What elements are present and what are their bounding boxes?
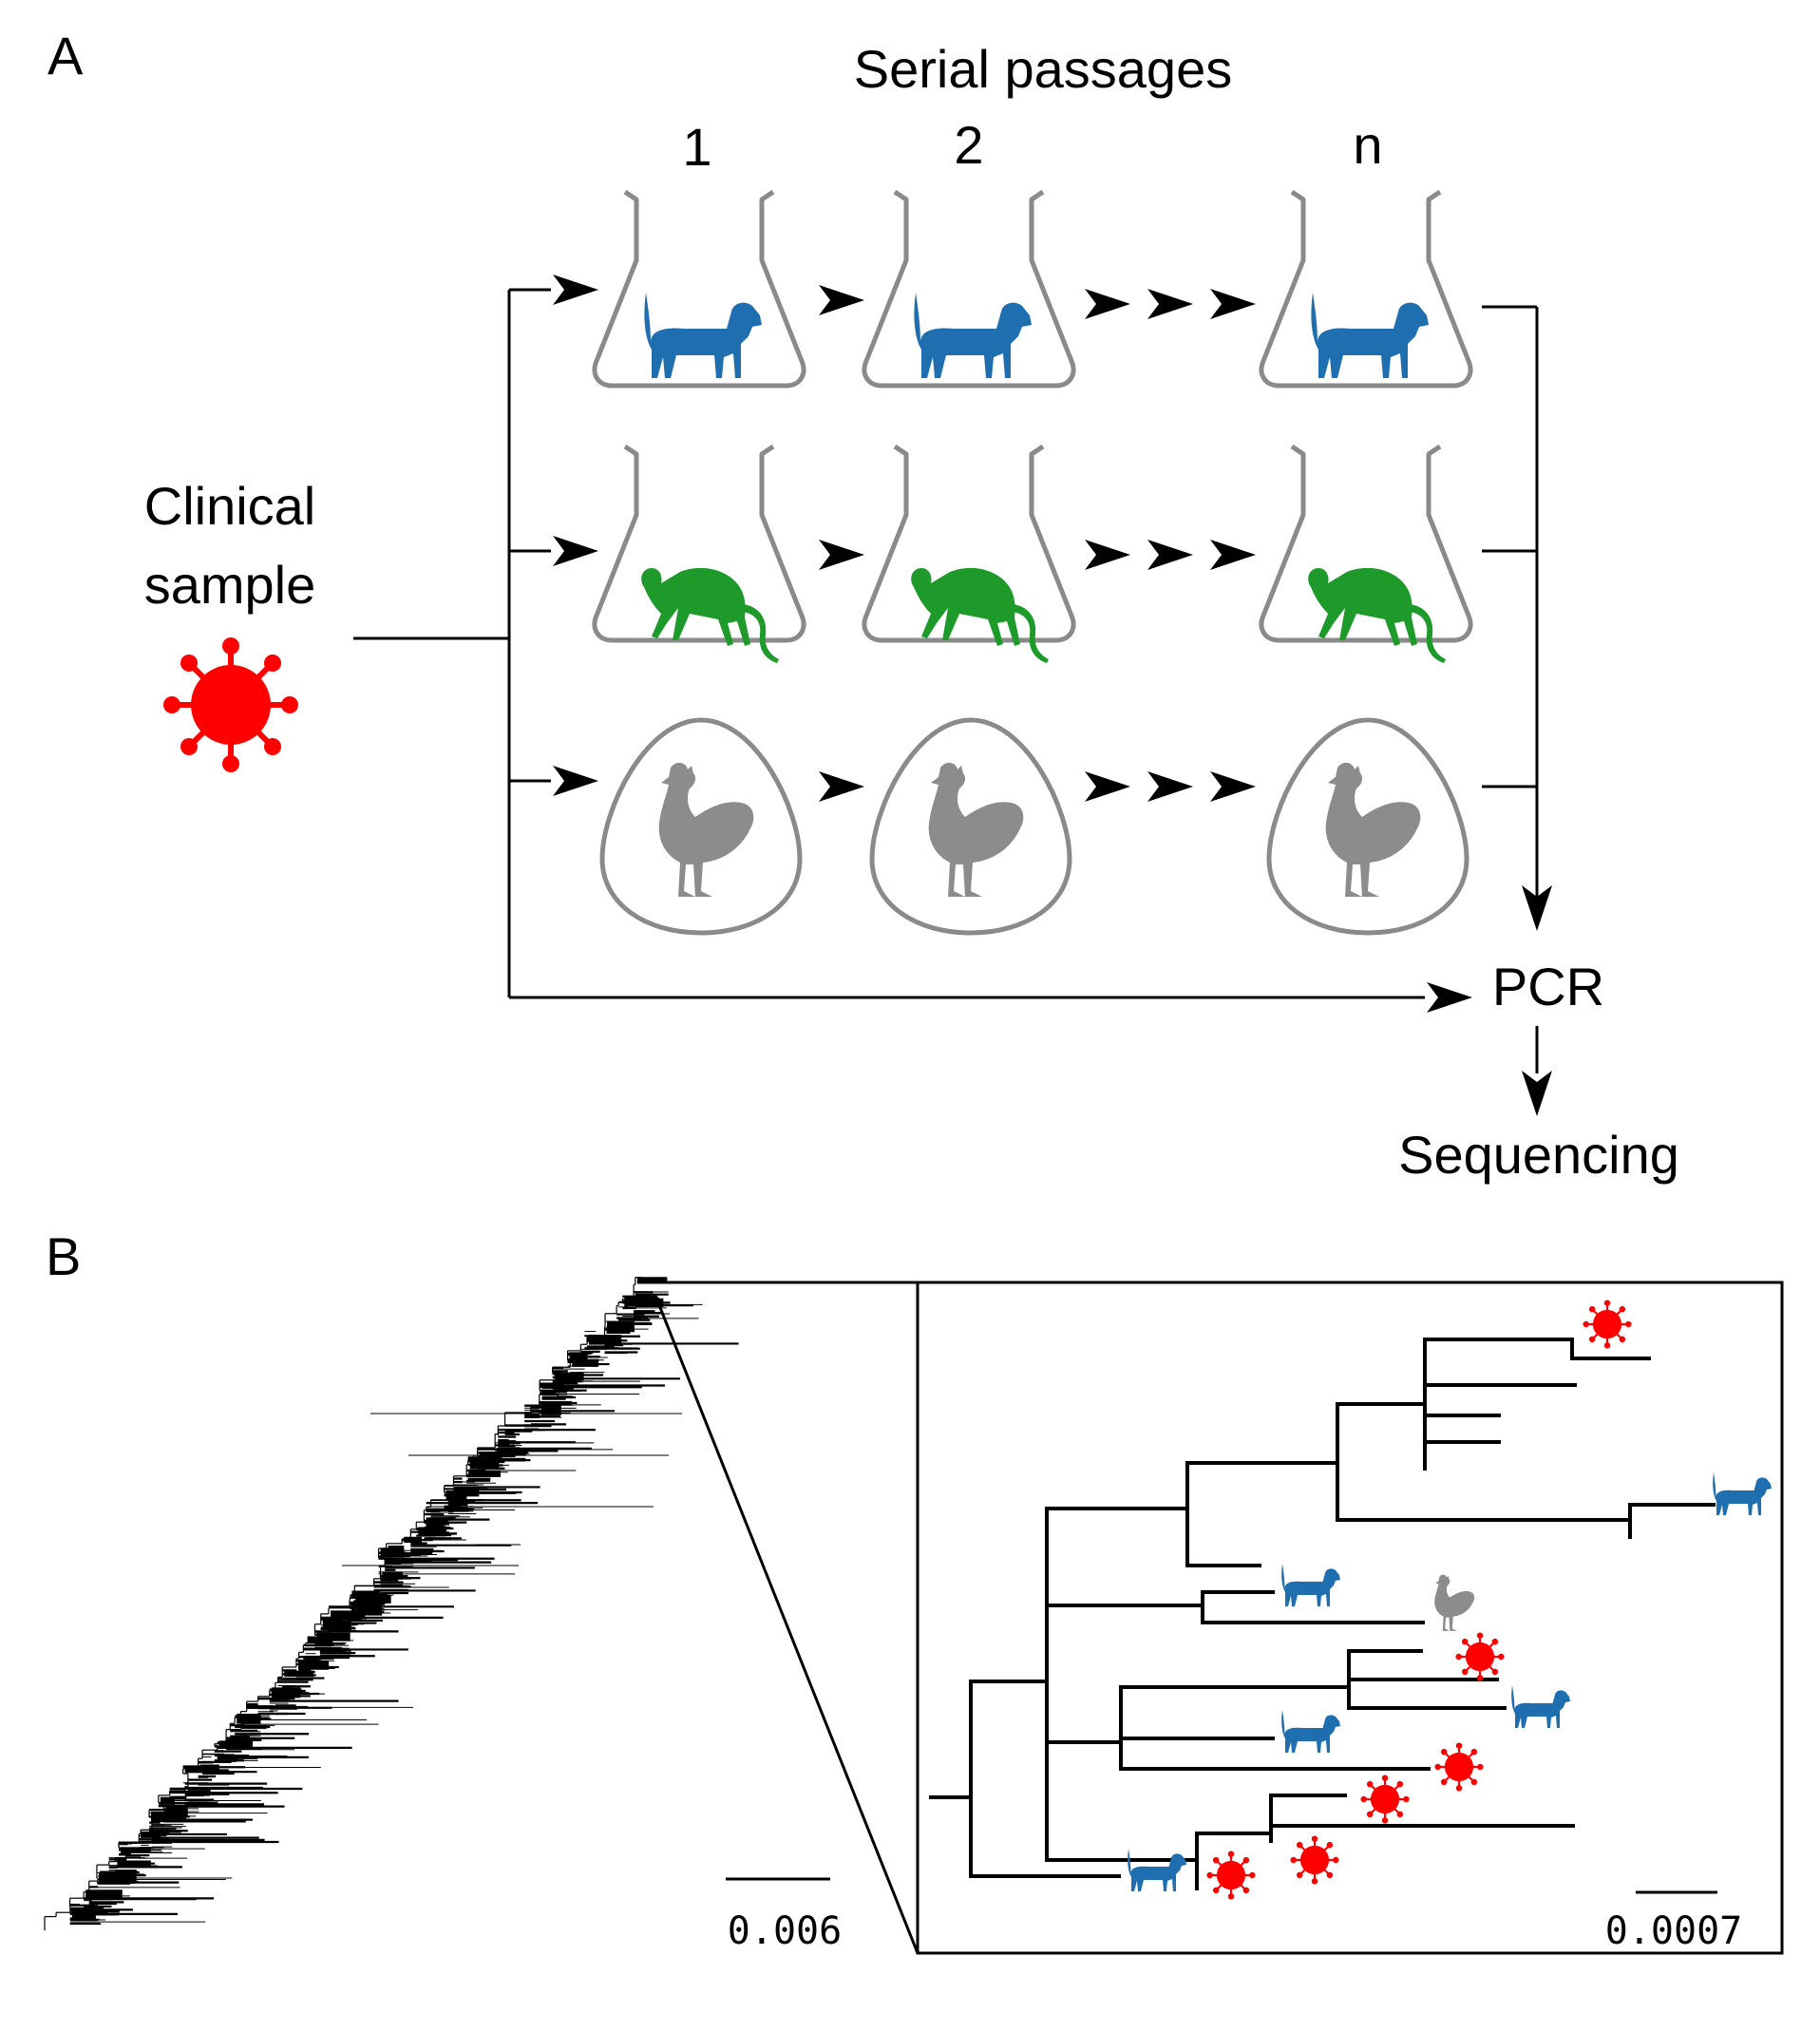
virus-icon — [1454, 1631, 1506, 1682]
flask-icon — [595, 192, 804, 386]
dog-icon — [1311, 293, 1429, 378]
passage-number-1: 1 — [682, 117, 711, 177]
clinical-sample-label-line1: Clinical — [144, 476, 316, 536]
serial-passages-title: Serial passages — [854, 39, 1232, 99]
virus-icon — [1582, 1299, 1633, 1350]
chicken-icon — [928, 762, 1024, 897]
dog-icon — [914, 293, 1032, 378]
virus-icon — [1205, 1850, 1257, 1901]
panel-a-label: A — [47, 26, 84, 85]
arrow-to-dog-row — [553, 275, 598, 305]
inset-icons — [1128, 1299, 1772, 1901]
arrow-pcr-to-sequencing — [1522, 1071, 1552, 1116]
chicken-icon — [1434, 1574, 1475, 1631]
dog-icon — [1281, 1564, 1340, 1606]
virus-icon — [1289, 1834, 1340, 1886]
large-phylogenetic-tree — [44, 1277, 739, 1931]
flask-icon — [864, 192, 1073, 386]
arrow-to-pcr — [1427, 982, 1472, 1013]
monkey-icon — [641, 567, 779, 663]
dog-icon — [1511, 1685, 1570, 1728]
inset-frame — [916, 1281, 1784, 1955]
monkey-icon — [1308, 567, 1446, 663]
scale-bar-right-label: 0.0007 — [1605, 1909, 1743, 1953]
passage-number-n: n — [1353, 115, 1382, 175]
monkey-icon — [911, 567, 1049, 663]
panel-b-label: B — [46, 1226, 81, 1286]
scale-bar-left-label: 0.006 — [728, 1909, 842, 1953]
chicken-icon — [658, 762, 754, 897]
flask-icon — [1261, 192, 1470, 386]
pcr-label: PCR — [1492, 957, 1604, 1016]
dog-row — [595, 192, 1470, 386]
virus-icon — [1433, 1741, 1485, 1793]
passage-arrows — [819, 285, 1256, 802]
virus-icon — [1359, 1774, 1411, 1825]
panel-a: A Serial passages 1 2 n Clinical sample — [47, 26, 1679, 1185]
dog-icon — [1713, 1472, 1772, 1515]
monkey-row — [595, 446, 1470, 663]
clinical-sample-label-line2: sample — [144, 555, 316, 615]
zoom-connector — [646, 1281, 919, 1954]
arrow-to-chicken-row — [553, 766, 598, 796]
passage-number-2: 2 — [954, 115, 983, 175]
source-connectors — [353, 288, 1539, 1073]
clinical-sample-virus-icon — [163, 637, 298, 772]
chicken-row — [602, 720, 1467, 933]
sequencing-label: Sequencing — [1398, 1125, 1679, 1185]
panel-b: B 0.006 — [44, 1226, 1784, 1955]
dog-icon — [1281, 1710, 1340, 1753]
inset-tree — [929, 1338, 1716, 1890]
dog-icon — [1128, 1849, 1186, 1891]
chicken-icon — [1325, 762, 1421, 897]
arrow-to-monkey-row — [553, 536, 598, 566]
dog-icon — [644, 293, 762, 378]
